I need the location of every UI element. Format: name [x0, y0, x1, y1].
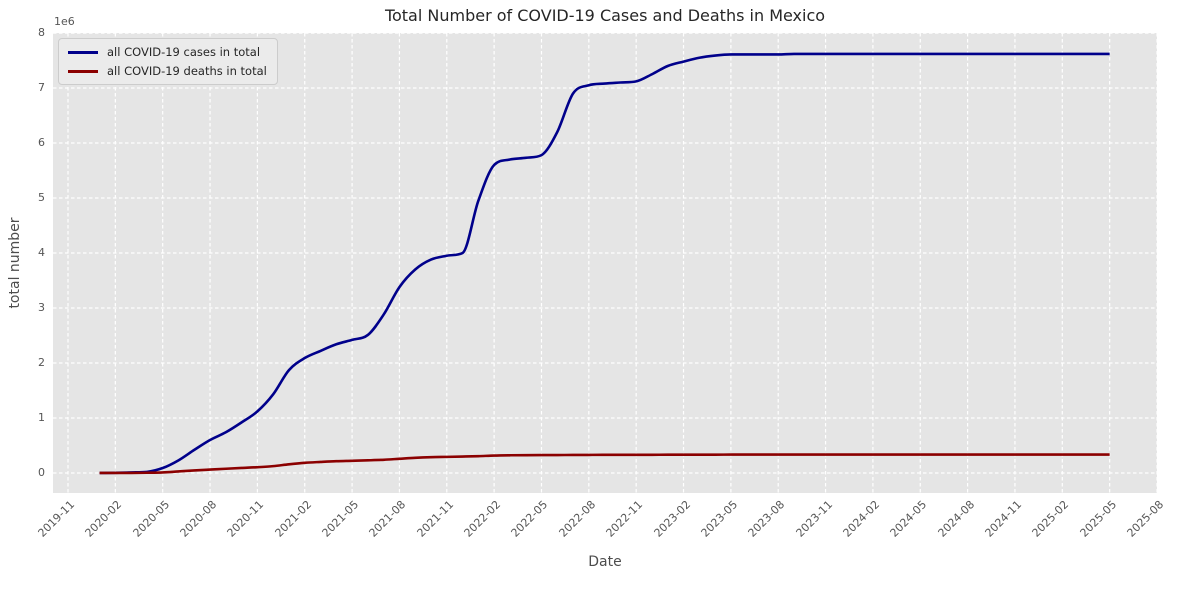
x-tick-label: 2020-02 — [82, 498, 125, 540]
x-tick-label: 2022-05 — [508, 498, 551, 540]
x-tick-label: 2023-11 — [793, 498, 835, 540]
x-tick-label: 2025-08 — [1124, 498, 1167, 540]
plot-area: all COVID-19 cases in total all COVID-19 … — [53, 32, 1158, 493]
x-tick-label: 2022-11 — [603, 498, 646, 540]
legend-label: all COVID-19 deaths in total — [107, 64, 267, 78]
y-axis-label: total number — [7, 217, 23, 309]
legend-line-swatch — [68, 69, 98, 73]
x-tick-label: 2022-02 — [461, 498, 504, 540]
plot-canvas — [53, 32, 1158, 493]
x-tick-label: 2023-05 — [698, 498, 741, 540]
x-tick-label: 2025-02 — [1029, 498, 1072, 540]
y-tick-label: 6 — [38, 135, 45, 149]
x-tick-label: 2021-11 — [414, 498, 456, 540]
legend: all COVID-19 cases in total all COVID-19 … — [58, 38, 278, 85]
y-tick-label: 2 — [38, 355, 45, 369]
x-tick-label: 2022-08 — [556, 498, 599, 540]
x-tick-label: 2024-05 — [887, 498, 930, 540]
x-tick-label: 2021-02 — [272, 498, 314, 540]
legend-line-swatch — [68, 50, 98, 54]
x-tick-label: 2021-05 — [319, 498, 362, 540]
x-tick-label: 2024-11 — [982, 498, 1025, 540]
y-tick-label: 4 — [38, 245, 45, 259]
legend-item: all COVID-19 deaths in total — [68, 64, 267, 78]
x-tick-label: 2020-05 — [130, 498, 172, 540]
x-tick-label: 2020-08 — [177, 498, 220, 540]
x-tick-label: 2021-08 — [366, 498, 409, 540]
y-tick-label: 0 — [38, 465, 45, 479]
y-tick-label: 1 — [38, 410, 45, 424]
chart-title: Total Number of COVID-19 Cases and Death… — [384, 6, 826, 25]
y-tick-label: 8 — [38, 26, 45, 39]
legend-label: all COVID-19 cases in total — [107, 45, 261, 59]
deaths-line — [99, 453, 1110, 475]
y-tick-label: 5 — [38, 190, 45, 204]
legend-item: all COVID-19 cases in total — [68, 45, 267, 59]
x-tick-label: 2020-11 — [224, 498, 267, 540]
cases-line — [99, 52, 1110, 475]
x-tick-label: 2023-02 — [651, 498, 693, 540]
x-tick-label: 2023-08 — [745, 498, 788, 540]
x-tick-label: 2024-02 — [840, 498, 883, 540]
y-tick-label: 3 — [38, 300, 45, 314]
y-tick-label: 7 — [38, 80, 45, 94]
x-tick-label: 2024-08 — [935, 498, 977, 540]
x-tick-label: 2025-05 — [1077, 498, 1119, 540]
x-axis-label: Date — [588, 554, 622, 570]
y-axis-offset-label: 1e6 — [54, 15, 75, 28]
